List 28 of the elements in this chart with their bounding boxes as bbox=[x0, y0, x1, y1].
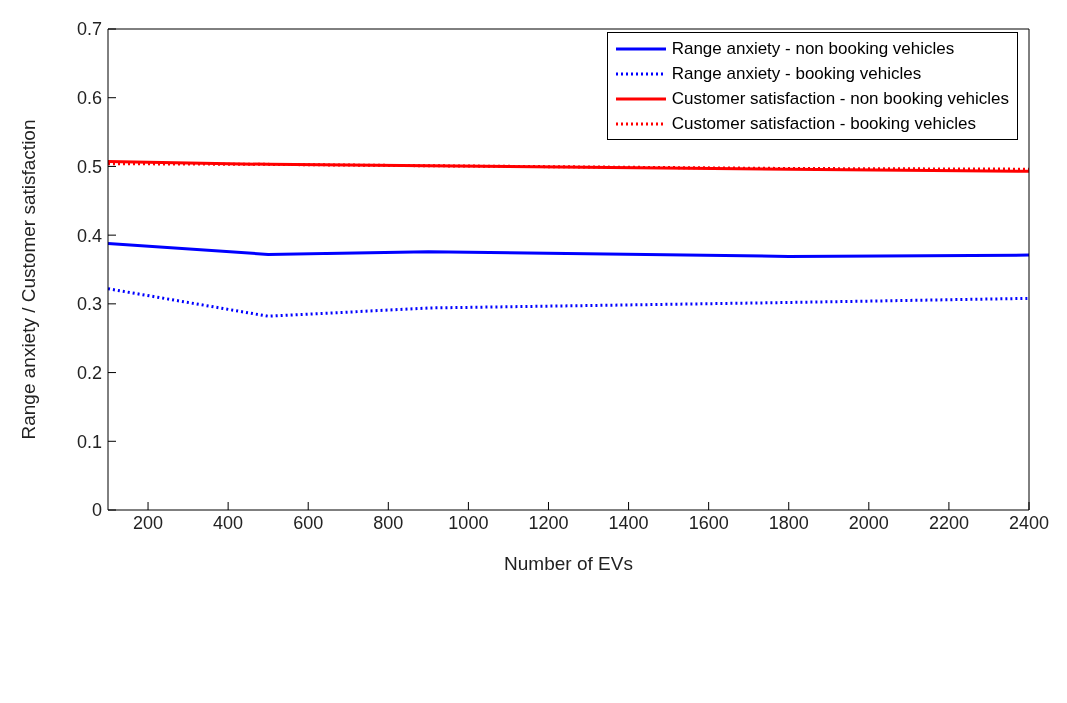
legend-label: Range anxiety - non booking vehicles bbox=[671, 38, 955, 59]
x-tick-label: 1400 bbox=[608, 512, 649, 533]
x-tick-label: 2400 bbox=[1008, 512, 1050, 533]
y-tick-label: 0.2 bbox=[76, 362, 102, 383]
x-tick-label: 2200 bbox=[928, 512, 969, 533]
y-tick-label: 0.5 bbox=[76, 156, 102, 177]
x-tick-label: 600 bbox=[293, 512, 324, 533]
x-tick-label: 800 bbox=[373, 512, 404, 533]
legend-label: Range anxiety - booking vehicles bbox=[671, 63, 922, 84]
line-series bbox=[108, 241, 1029, 258]
y-axis-title: Range anxiety / Customer satisfaction bbox=[17, 119, 39, 440]
y-tick-label: 0.3 bbox=[76, 294, 102, 315]
y-tick-label: 0 bbox=[91, 500, 102, 521]
x-axis-title: Number of EVs bbox=[504, 553, 633, 574]
y-tick-label: 0.4 bbox=[76, 225, 102, 246]
x-tick-label: 1000 bbox=[448, 512, 489, 533]
line-series bbox=[108, 287, 1029, 318]
x-tick-label: 200 bbox=[133, 512, 164, 533]
y-tick-label: 0.7 bbox=[76, 19, 102, 40]
y-tick-label: 0.6 bbox=[76, 88, 102, 109]
legend-label: Customer satisfaction - booking vehicles bbox=[671, 113, 976, 134]
x-tick-label: 1200 bbox=[528, 512, 569, 533]
x-tick-label: 400 bbox=[213, 512, 244, 533]
x-tick-label: 1600 bbox=[688, 512, 729, 533]
x-tick-label: 1800 bbox=[768, 512, 809, 533]
y-tick-label: 0.1 bbox=[76, 431, 102, 452]
legend-label: Customer satisfaction - non booking vehicles bbox=[671, 88, 1009, 109]
x-tick-label: 2000 bbox=[848, 512, 889, 533]
